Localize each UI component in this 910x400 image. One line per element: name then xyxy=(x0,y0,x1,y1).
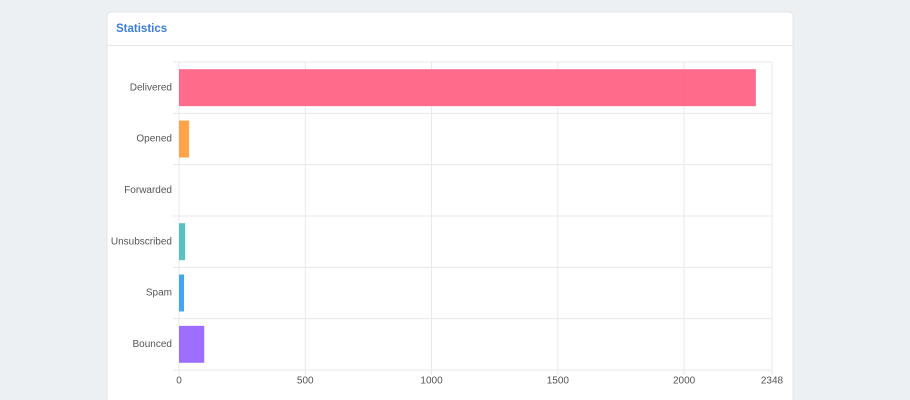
bar xyxy=(179,325,205,363)
bar xyxy=(179,274,185,312)
card xyxy=(106,11,794,400)
x-tick-label: 1500 xyxy=(547,376,570,387)
x-tick-label: 2000 xyxy=(673,376,696,387)
y-tick-label: Spam xyxy=(146,288,172,299)
x-tick-label: 1000 xyxy=(420,376,443,387)
y-tick-label: Bounced xyxy=(133,339,172,350)
x-tick-label: 500 xyxy=(297,376,314,387)
bar xyxy=(179,69,756,107)
y-tick-label: Unsubscribed xyxy=(111,236,172,247)
y-tick-label: Opened xyxy=(136,134,172,145)
bar xyxy=(179,120,190,158)
y-tick-label: Delivered xyxy=(130,82,172,93)
y-tick-label: Forwarded xyxy=(124,185,172,196)
x-tick-label: 2348 xyxy=(761,376,784,387)
bar xyxy=(179,223,186,261)
x-tick-label: 0 xyxy=(176,376,182,387)
chart-title: Statistics xyxy=(116,23,167,35)
